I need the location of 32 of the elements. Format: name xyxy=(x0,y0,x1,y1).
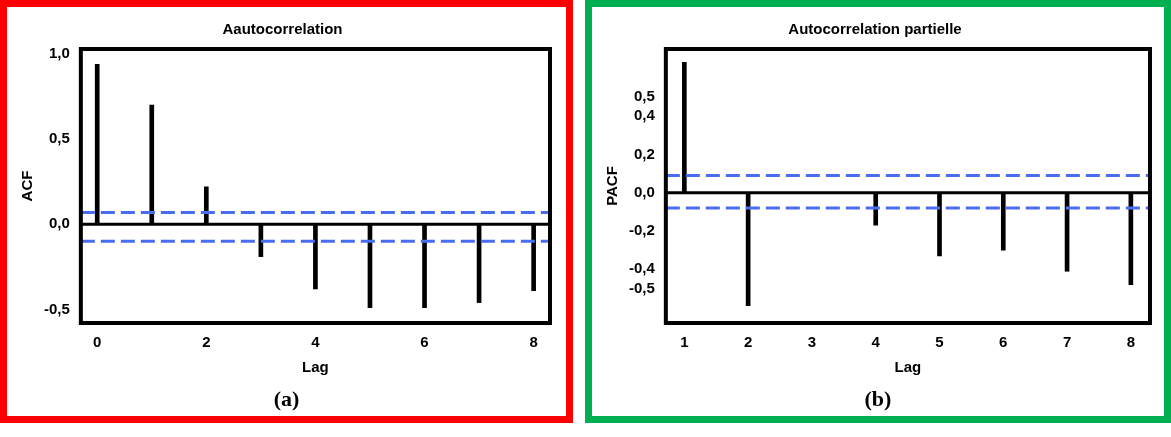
x-tick-label: 8 xyxy=(529,333,538,351)
y-tick-label: 0,0 xyxy=(48,214,70,232)
x-tick-label: 8 xyxy=(1126,333,1136,351)
x-tick-label: 4 xyxy=(871,333,881,351)
y-tick-label: 0,5 xyxy=(633,87,655,105)
chart-title: Aautocorrelation xyxy=(222,20,343,38)
text: (a) xyxy=(272,386,301,412)
x-tick-label: 5 xyxy=(935,333,944,351)
y-tick-label: 0,0 xyxy=(633,182,655,200)
x-tick-label: 1 xyxy=(680,333,689,351)
x-tick-label: 7 xyxy=(1062,333,1072,351)
y-tick-label: 1,0 xyxy=(48,44,70,62)
text: (b) xyxy=(863,386,893,412)
x-tick-label: 4 xyxy=(311,333,321,351)
x-tick-label: 6 xyxy=(420,333,429,351)
x-tick-label: 2 xyxy=(202,333,211,351)
y-tick-label: -0,4 xyxy=(628,259,656,277)
y-tick-label: -0,5 xyxy=(628,278,655,296)
chart-title: Autocorrelation partielle xyxy=(788,20,962,38)
y-tick-label: -0,5 xyxy=(43,299,70,317)
x-axis-title: Lag xyxy=(302,358,329,376)
x-tick-label: 3 xyxy=(807,333,817,351)
x-tick-label: 0 xyxy=(93,333,102,351)
y-tick-label: 0,5 xyxy=(48,129,70,147)
y-tick-label: -0,2 xyxy=(628,221,655,239)
y-axis-title: ACF xyxy=(18,170,36,202)
x-axis-title: Lag xyxy=(894,358,922,376)
y-tick-label: 0,2 xyxy=(633,144,655,162)
x-tick-label: 2 xyxy=(743,333,753,351)
y-tick-label: 0,4 xyxy=(633,106,656,124)
y-axis-title: PACF xyxy=(603,166,621,206)
x-tick-label: 6 xyxy=(999,333,1008,351)
